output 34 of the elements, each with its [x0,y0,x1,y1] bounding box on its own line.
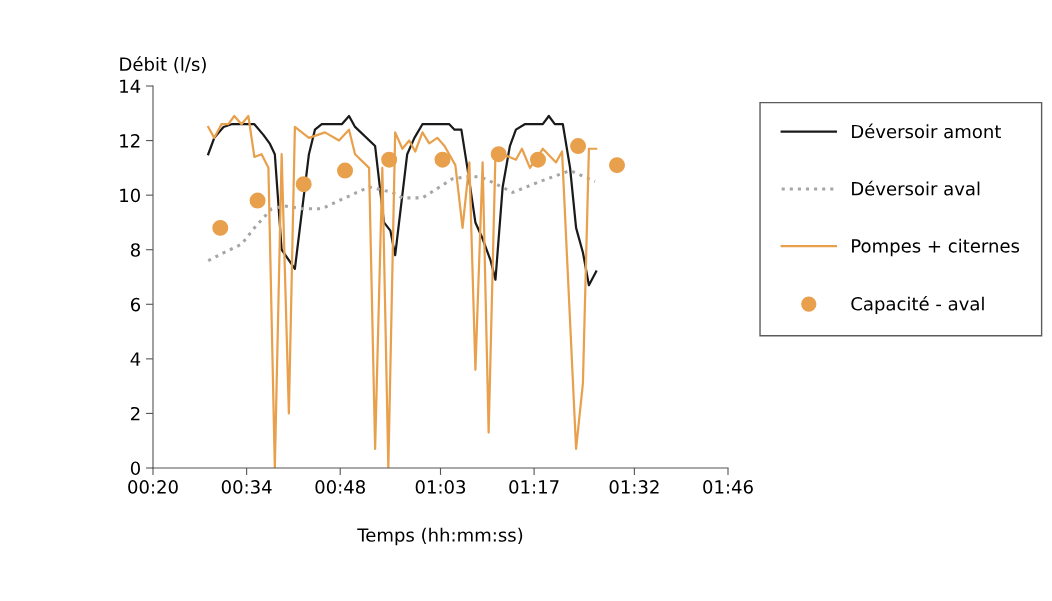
x-tick-label: 01:03 [415,480,466,494]
legend-label: Déversoir amont [852,123,1001,139]
legend-label: Déversoir aval [852,180,980,196]
x-tick-label: 01:46 [703,480,753,494]
y-tick-label: 12 [120,134,140,148]
y-axis-title: Débit (l/s) [120,56,206,74]
line-series [207,114,598,287]
y-tick-label: 14 [120,79,141,93]
line-series [206,169,597,263]
y-tick-label: 10 [120,188,140,203]
x-axis-title: Temps (hh:mm:ss) [357,527,523,546]
point [381,151,398,168]
point [490,146,507,163]
x-tick-label: 00:48 [315,480,365,494]
line-series [207,114,598,468]
y-tick-label: 0 [130,461,140,476]
x-tick-label: 01:17 [509,480,559,494]
x-tick-label: 00:20 [128,480,178,494]
point [337,162,354,179]
y-tick-label: 6 [130,297,141,312]
legend-label: Pompes + citernes [852,238,1020,257]
y-tick-label: 8 [130,243,140,257]
y-tick-label: 2 [131,406,140,421]
point [529,151,546,168]
point [295,176,312,193]
x-tick-label: 01:32 [609,480,659,494]
x-tick-label: 00:34 [221,480,272,494]
y-tick-label: 4 [130,352,141,366]
point [434,151,451,168]
point [609,157,625,174]
point [249,192,266,209]
legend-label: Capacité - aval [851,295,984,315]
point [212,219,229,236]
point [570,138,587,155]
